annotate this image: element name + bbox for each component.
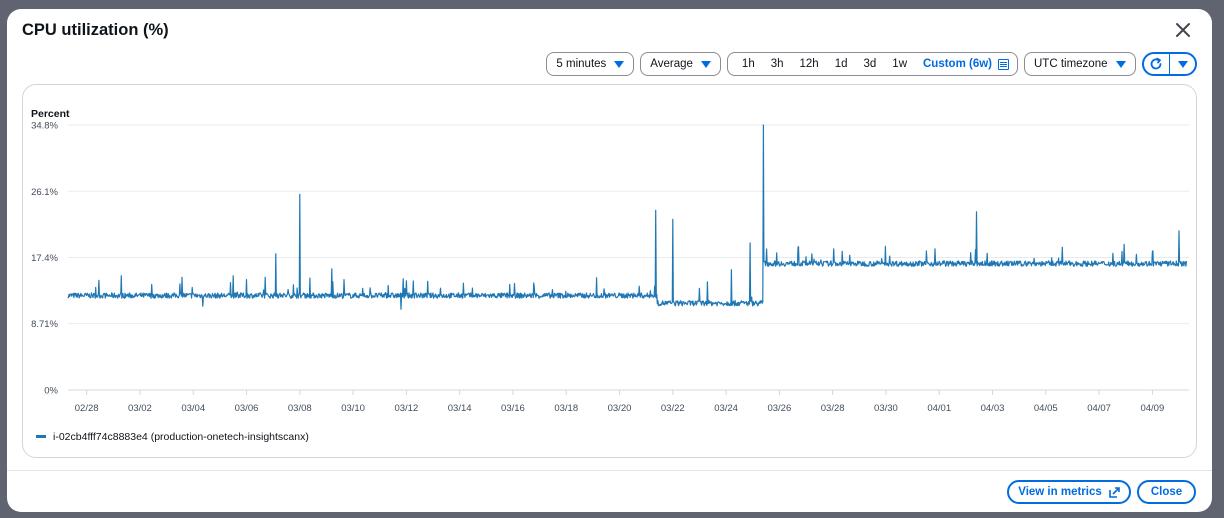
refresh-options-button[interactable]: [1170, 54, 1195, 74]
range-custom[interactable]: Custom (6w): [915, 58, 1011, 70]
divider: [1168, 54, 1170, 74]
range-12h[interactable]: 12h: [799, 58, 819, 70]
statistic-select[interactable]: Average: [640, 52, 721, 76]
period-value: 5 minutes: [556, 58, 607, 70]
modal-title: CPU utilization (%): [22, 21, 169, 39]
time-range-selector: 1h 3h 12h 1d 3d 1w Custom (6w): [726, 52, 1018, 76]
caret-down-icon: [700, 60, 711, 68]
calendar-icon: [998, 58, 1009, 70]
chart-toolbar: 5 minutes Average 1h 3h 12h 1d 3d 1w Cus…: [546, 52, 1197, 76]
chart-container: [22, 84, 1197, 458]
refresh-button-group: [1141, 52, 1197, 76]
caret-down-icon: [614, 60, 625, 68]
refresh-button[interactable]: [1144, 54, 1169, 74]
view-in-metrics-button[interactable]: View in metrics: [1007, 480, 1131, 504]
period-select[interactable]: 5 minutes: [546, 52, 635, 76]
timezone-select[interactable]: UTC timezone: [1024, 52, 1136, 76]
custom-range-label: Custom (6w): [923, 58, 992, 70]
caret-down-icon: [1115, 60, 1126, 68]
range-3d[interactable]: 3d: [863, 58, 877, 70]
refresh-icon: [1150, 57, 1162, 70]
external-link-icon: [1108, 486, 1120, 498]
range-3h[interactable]: 3h: [770, 58, 784, 70]
cpu-utilization-modal: CPU utilization (%) 5 minutes Average 1h…: [7, 9, 1212, 512]
caret-down-icon: [1177, 60, 1188, 68]
range-1h[interactable]: 1h: [741, 58, 755, 70]
statistic-value: Average: [650, 58, 693, 70]
range-1w[interactable]: 1w: [892, 58, 907, 70]
close-button[interactable]: Close: [1137, 480, 1196, 504]
footer-divider: [7, 470, 1212, 471]
timezone-value: UTC timezone: [1034, 58, 1108, 70]
close-icon[interactable]: [1172, 19, 1194, 41]
close-label: Close: [1150, 486, 1183, 498]
range-1d[interactable]: 1d: [834, 58, 848, 70]
view-in-metrics-label: View in metrics: [1018, 486, 1102, 498]
